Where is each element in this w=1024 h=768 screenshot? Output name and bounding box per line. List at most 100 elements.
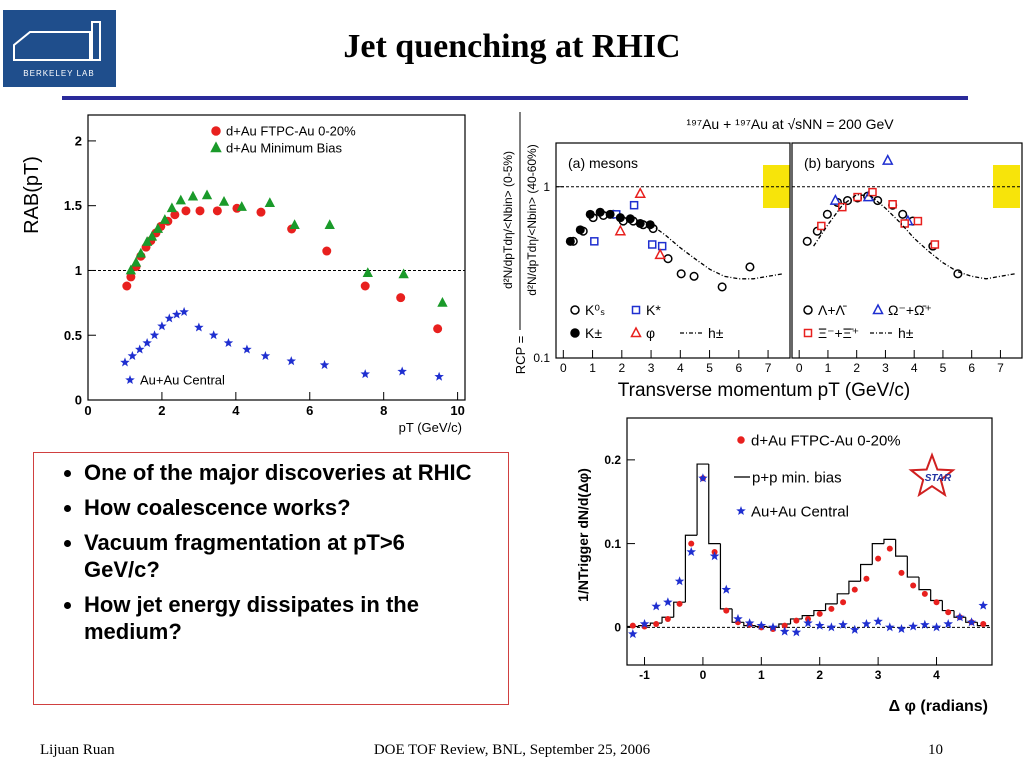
data-point	[208, 330, 219, 340]
data-point	[181, 206, 191, 216]
histogram-bin	[813, 609, 826, 616]
x-tick-label: 1	[589, 361, 596, 375]
x-tick-label: 0	[84, 403, 91, 418]
data-point	[170, 210, 180, 220]
data-point	[629, 622, 636, 629]
data-point	[875, 555, 882, 562]
data-point	[933, 599, 940, 606]
panel-title: (b) baryons	[804, 155, 875, 171]
logo-text: BERKELEY LAB	[23, 69, 94, 78]
legend-label: d+Au Minimum Bias	[226, 141, 342, 156]
y-tick-label: 1.5	[64, 198, 82, 213]
data-point	[146, 230, 158, 241]
legend-marker	[125, 375, 135, 384]
data-point	[791, 627, 802, 637]
chart-title: ¹⁹⁷Au + ¹⁹⁷Au at √sNN = 200 GeV	[686, 116, 894, 132]
data-point	[122, 281, 132, 291]
data-point	[396, 293, 406, 303]
data-point	[433, 324, 443, 334]
data-point	[126, 272, 136, 282]
data-point	[166, 202, 178, 213]
data-point	[756, 620, 767, 630]
data-point	[910, 582, 917, 589]
data-line	[813, 193, 1015, 280]
data-point	[236, 201, 247, 211]
data-point	[803, 618, 813, 628]
data-line	[650, 224, 783, 280]
data-point	[664, 615, 671, 622]
data-point	[676, 600, 683, 607]
data-point	[565, 236, 575, 246]
bullet: How coalescence works?	[84, 494, 479, 521]
data-point	[863, 575, 870, 582]
data-point	[212, 206, 222, 216]
y-tick-label: 1	[543, 180, 550, 194]
data-point	[590, 237, 599, 246]
data-point	[141, 236, 153, 246]
x-tick-label: -1	[639, 668, 650, 682]
data-point	[397, 366, 407, 376]
legend-label: φ	[646, 325, 655, 341]
histogram-bin	[906, 556, 919, 578]
histogram-bin	[918, 577, 931, 591]
histogram-bin	[708, 464, 721, 545]
data-point	[187, 190, 199, 201]
data-point	[920, 619, 930, 629]
data-point	[828, 605, 835, 612]
data-point	[980, 620, 987, 627]
y-tick-label: 0.1	[533, 351, 550, 365]
legend-label: Au+Au Central	[140, 373, 225, 388]
data-point	[721, 584, 731, 594]
y-tick-label: 2	[75, 133, 82, 148]
data-point	[943, 619, 953, 628]
data-point	[223, 338, 234, 347]
data-point	[688, 540, 695, 547]
data-point	[885, 622, 895, 632]
y-axis-title: RAB(pT)	[21, 156, 43, 234]
legend-label: K±	[585, 325, 602, 341]
legend-marker	[630, 326, 642, 338]
data-point	[635, 218, 645, 228]
data-point	[159, 214, 171, 224]
data-point	[676, 269, 686, 279]
data-point	[135, 247, 147, 258]
data-point	[201, 189, 213, 200]
histogram-bin	[824, 603, 838, 611]
data-point	[175, 194, 186, 205]
data-point	[625, 214, 635, 224]
x-tick-label: 7	[765, 361, 772, 375]
data-point	[324, 219, 335, 230]
logo-tower	[91, 21, 101, 61]
data-point	[913, 216, 923, 226]
data-point	[360, 281, 370, 291]
plot-frame	[626, 417, 993, 666]
data-point	[674, 576, 685, 586]
data-point	[585, 209, 595, 219]
data-point	[779, 626, 790, 636]
legend-label: K⁰ₛ	[585, 302, 605, 318]
data-point	[605, 209, 615, 219]
x-tick-label: 6	[306, 403, 313, 418]
legend-marker	[570, 305, 580, 315]
data-point	[744, 618, 755, 628]
histogram-bin	[696, 463, 709, 536]
data-point	[861, 619, 872, 628]
data-point	[218, 195, 230, 206]
plot-frame	[555, 142, 791, 359]
legend-label: h±	[708, 325, 724, 341]
histogram-bin	[930, 589, 943, 602]
data-point	[362, 267, 373, 277]
data-point	[195, 206, 205, 216]
data-point	[930, 240, 940, 249]
data-point	[826, 622, 837, 632]
footer-event: DOE TOF Review, BNL, September 25, 2006	[373, 742, 651, 758]
x-tick-label: 4	[232, 403, 240, 418]
x-tick-label: 2	[618, 361, 625, 375]
histogram-bin	[684, 534, 698, 603]
legend-marker	[803, 328, 813, 338]
x-tick-label: 7	[997, 361, 1004, 375]
data-point	[840, 599, 847, 606]
data-point	[194, 322, 204, 332]
